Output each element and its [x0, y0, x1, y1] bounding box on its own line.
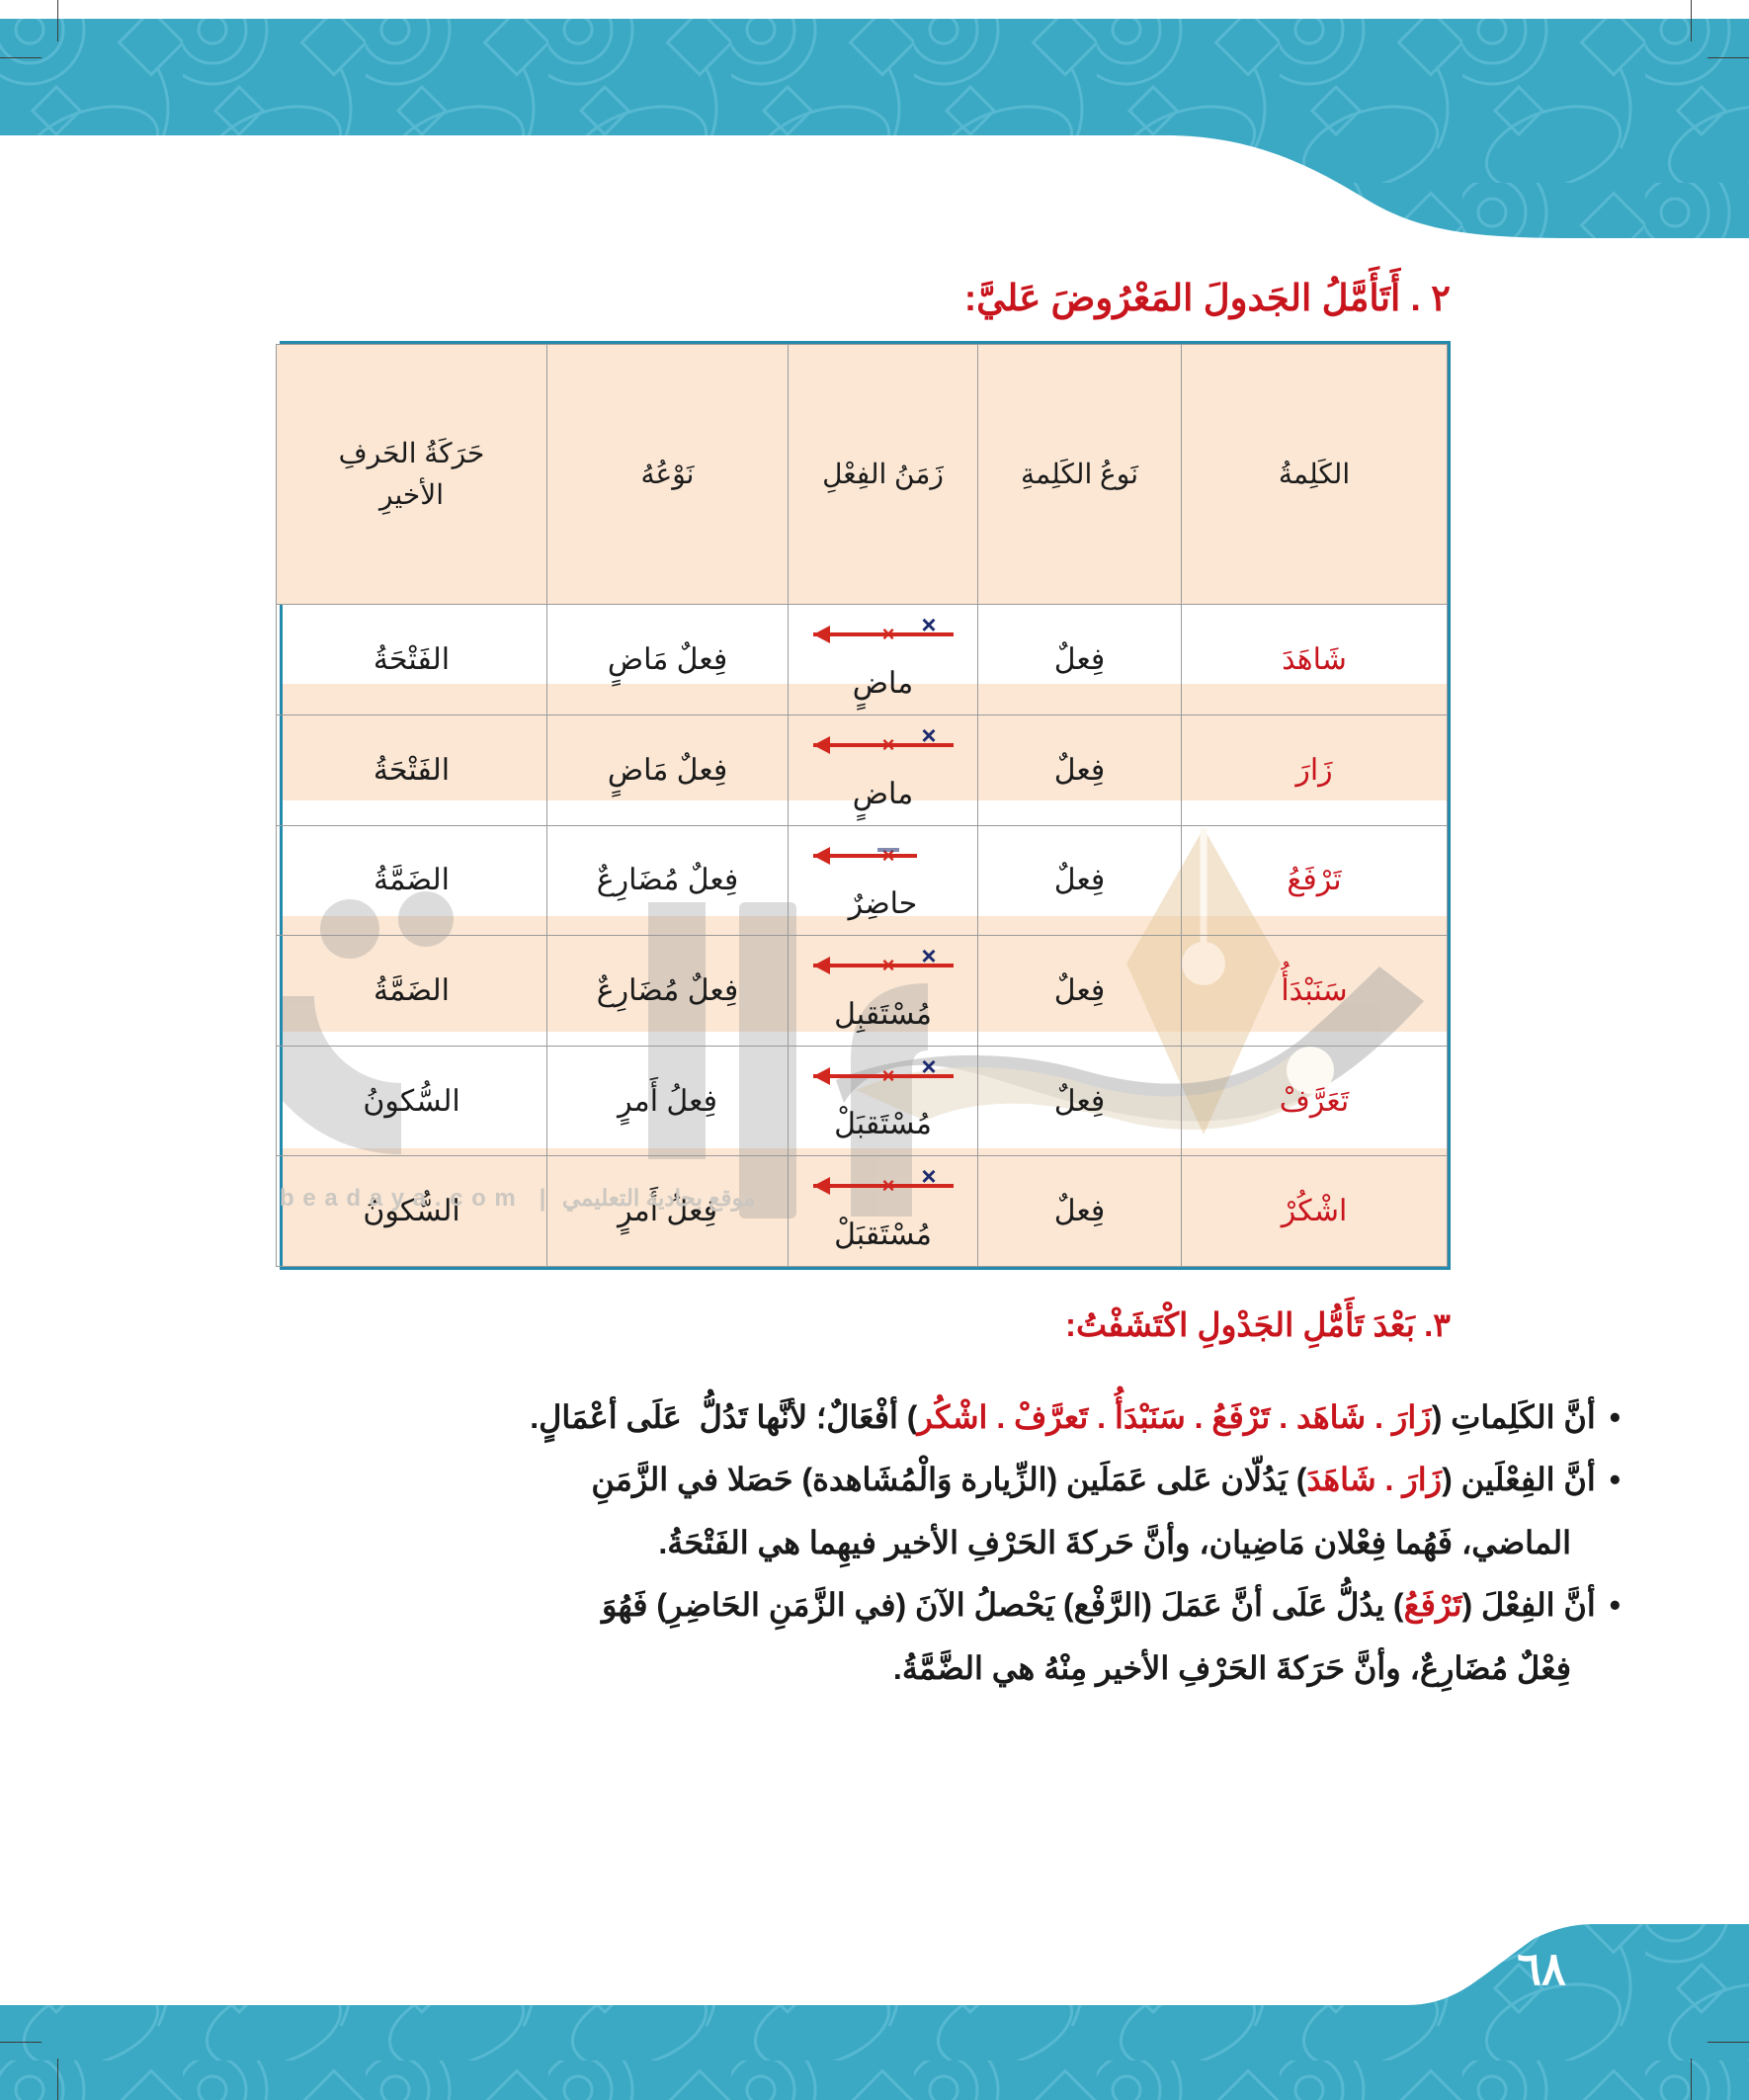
svg-text:×: × — [882, 843, 895, 868]
svg-text:×: × — [921, 615, 936, 639]
svg-text:×: × — [921, 1056, 936, 1081]
svg-text:×: × — [882, 953, 895, 977]
svg-text:×: × — [921, 946, 936, 970]
svg-text:×: × — [921, 725, 936, 750]
svg-text:×: × — [882, 622, 895, 646]
svg-text:×: × — [882, 732, 895, 757]
svg-text:×: × — [882, 1063, 895, 1088]
